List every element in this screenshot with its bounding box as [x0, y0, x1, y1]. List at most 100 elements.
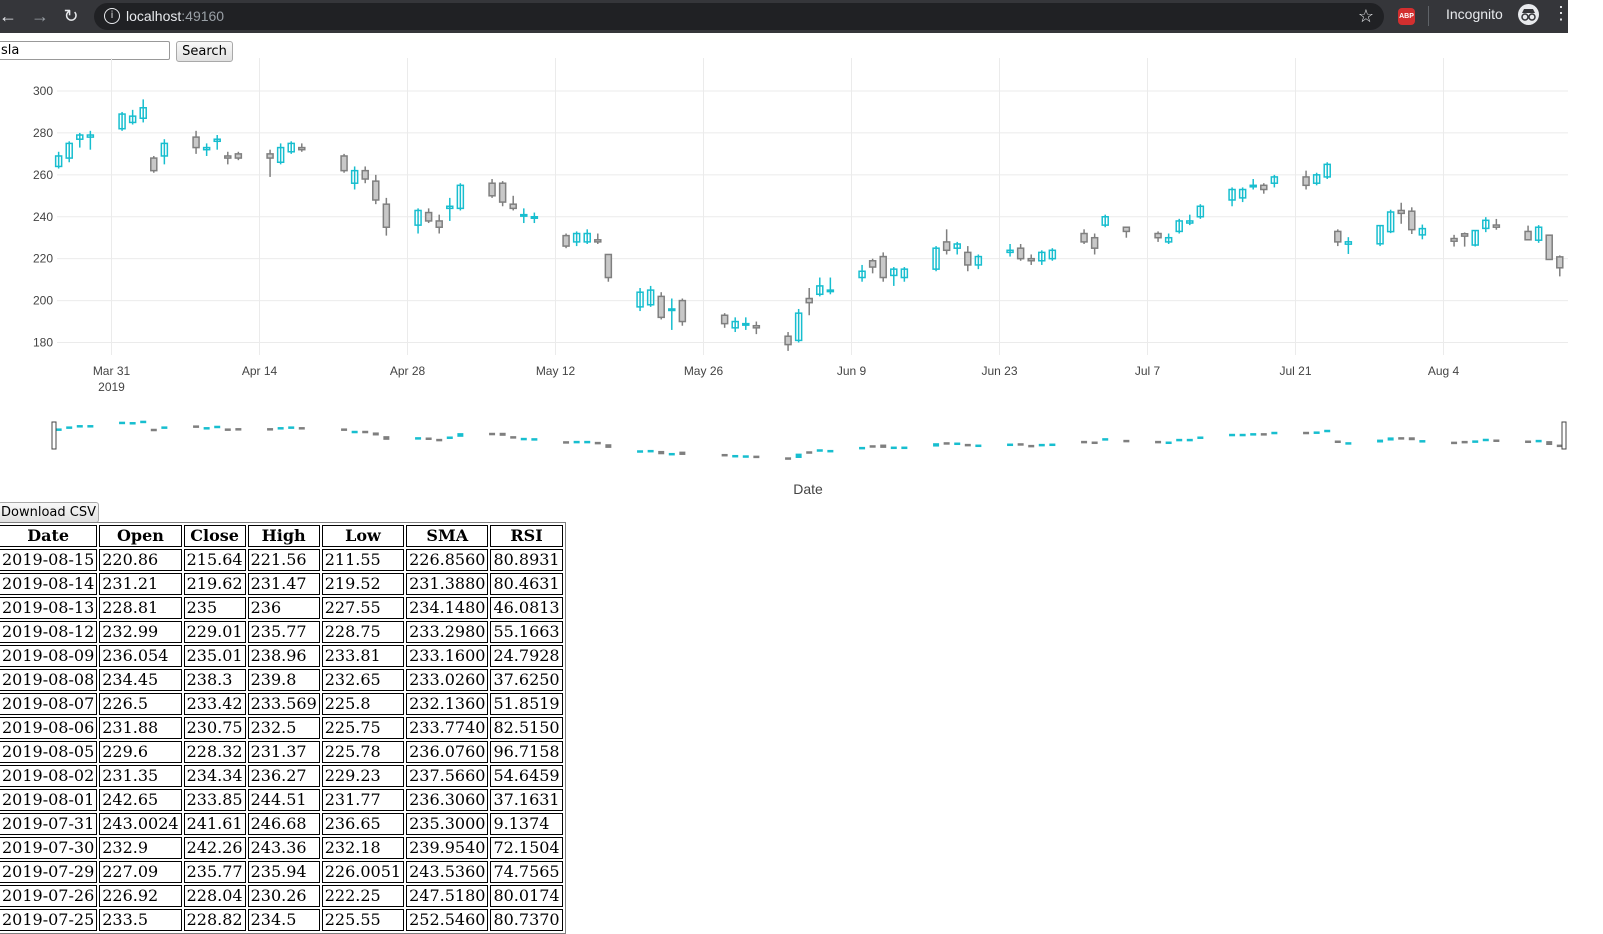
slider-candle	[140, 420, 147, 424]
table-cell: 2019-08-09	[0, 645, 98, 667]
candle-body	[1450, 237, 1458, 242]
slider-candle	[277, 427, 284, 430]
candle-body	[1238, 188, 1247, 199]
candle-body	[964, 251, 972, 266]
table-cell: 80.7370	[490, 909, 563, 931]
candlestick-chart[interactable]: 180 200 220 240 260 280 300 Mar 31 2019 Apr 14 Ap…	[0, 33, 1568, 503]
candle-body	[118, 113, 126, 130]
candle	[1450, 234, 1458, 247]
back-arrow-icon[interactable]: ←	[0, 5, 17, 26]
table-cell: 243.5360	[406, 861, 489, 883]
slider-candle	[795, 453, 802, 458]
slider-candle	[605, 444, 612, 448]
range-slider-right-handle[interactable]	[1561, 421, 1567, 450]
candle	[868, 258, 877, 274]
address-bar[interactable]: i localhost:49160	[94, 3, 1384, 30]
search-button[interactable]: Search	[176, 41, 233, 62]
slider-candle	[489, 432, 496, 436]
candle-body	[372, 180, 380, 201]
candle	[942, 229, 951, 255]
candle	[488, 179, 496, 198]
candle	[202, 143, 211, 156]
incognito-label[interactable]: Incognito	[1446, 6, 1503, 22]
candle-body	[1027, 257, 1035, 262]
table-row: 2019-07-31 243.0024 241.61 246.68 236.65 235.…	[0, 813, 563, 835]
candle	[1048, 248, 1057, 261]
incognito-icon[interactable]	[1518, 4, 1539, 25]
candle-body	[1090, 236, 1099, 249]
candle	[1482, 217, 1490, 233]
table-cell: 238.3	[183, 669, 246, 691]
adblock-icon[interactable]: ABP	[1398, 8, 1415, 25]
candle-body	[1397, 209, 1405, 215]
download-csv-button[interactable]: Download CSV	[0, 502, 99, 523]
search-input[interactable]	[0, 41, 170, 60]
slider-candle	[1102, 438, 1109, 441]
table-cell: 231.37	[247, 741, 320, 763]
candle-body	[202, 146, 211, 151]
price-table: Date Open Close High Low SMA RSI 2019-08-15 220…	[0, 522, 566, 934]
slider-candle	[1377, 439, 1384, 443]
slider-candle	[668, 452, 675, 456]
kebab-menu-icon[interactable]: ⋮	[1552, 3, 1570, 23]
candle-body	[234, 153, 243, 159]
x-tick-label: Jul 21	[1279, 364, 1311, 378]
x-tick-label: May 26	[684, 364, 724, 378]
candle	[752, 321, 761, 335]
slider-candle	[1197, 436, 1204, 439]
table-cell: 242.26	[183, 837, 246, 859]
candle-body	[287, 142, 295, 153]
candle-body	[1312, 174, 1321, 184]
forward-arrow-icon[interactable]: →	[31, 5, 49, 26]
candle-body	[953, 243, 961, 249]
slider-candle	[1007, 443, 1014, 447]
candle-body	[192, 136, 200, 149]
candle	[1080, 229, 1088, 244]
table-cell: 235.77	[247, 621, 320, 643]
candle	[1006, 243, 1014, 257]
candle	[1027, 254, 1035, 265]
slider-candle	[1472, 440, 1479, 443]
slider-candle	[954, 442, 961, 446]
candle-body	[890, 268, 898, 277]
slider-candle	[1260, 433, 1267, 436]
candle	[562, 233, 570, 249]
table-cell: 54.6459	[490, 765, 563, 787]
slider-candle	[869, 445, 876, 448]
slider-candle	[637, 450, 644, 453]
candle	[1090, 233, 1099, 255]
candle-body	[752, 324, 761, 329]
bookmark-star-icon[interactable]: ☆	[1357, 5, 1375, 26]
candle-body	[1418, 227, 1427, 236]
candle-body	[604, 253, 613, 279]
slider-candle	[658, 450, 665, 455]
candle	[583, 229, 591, 244]
column-header: SMA	[406, 525, 489, 547]
candle-body	[1186, 220, 1194, 224]
candle	[1196, 204, 1205, 219]
table-cell: 234.1480	[406, 597, 489, 619]
range-slider[interactable]	[51, 420, 1567, 460]
candle-series	[54, 99, 1564, 351]
x-tick-label: Jul 7	[1135, 364, 1161, 378]
reload-icon[interactable]: ↻	[63, 5, 79, 26]
site-info-icon[interactable]: i	[104, 8, 120, 24]
candle	[1154, 231, 1162, 242]
candle	[604, 253, 613, 282]
candle	[1164, 233, 1173, 244]
table-cell: 228.75	[321, 621, 405, 643]
table-cell: 215.64	[183, 549, 246, 571]
candle	[139, 99, 147, 123]
candle-body	[1482, 219, 1490, 230]
candle-body	[879, 255, 887, 279]
slider-candle	[372, 432, 379, 436]
candle	[1323, 162, 1331, 180]
table-cell: 80.8931	[490, 549, 563, 571]
table-cell: 233.569	[247, 693, 320, 715]
candle-body	[414, 209, 422, 226]
range-slider-left-handle[interactable]	[51, 421, 57, 450]
table-cell: 232.18	[321, 837, 405, 859]
candle	[287, 141, 295, 154]
table-cell: 235.94	[247, 861, 320, 883]
table-cell: 243.0024	[99, 813, 182, 835]
